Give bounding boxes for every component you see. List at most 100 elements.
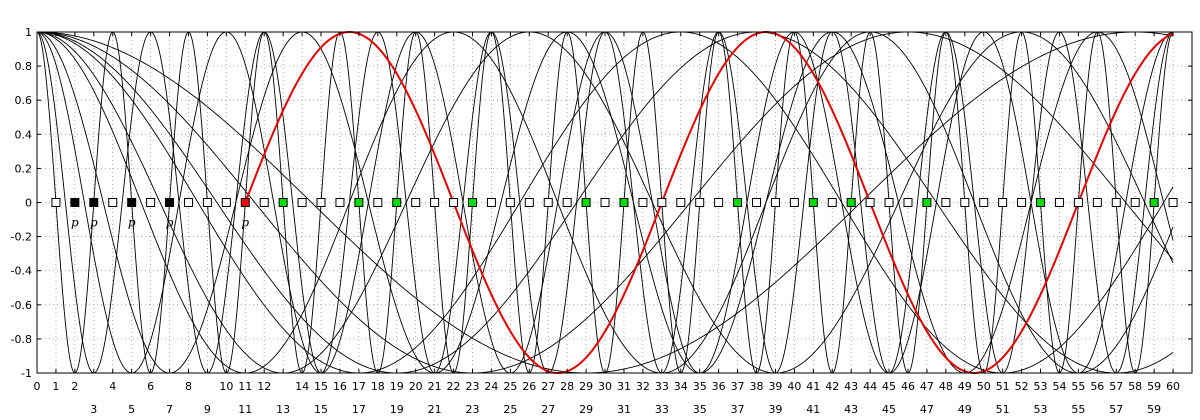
marker-44: [865, 198, 875, 207]
x-tick-label: 11: [238, 380, 252, 393]
x-tick-label-lower: 9: [204, 403, 211, 416]
x-tick-label: 55: [1071, 380, 1085, 393]
marker-42: [827, 198, 837, 207]
series-line-4: [36, 31, 1174, 374]
x-tick-label: 12: [257, 380, 271, 393]
x-tick-label-lower: 5: [128, 403, 135, 416]
x-tick-label: 27: [541, 380, 555, 393]
marker-annotation: p: [90, 216, 98, 230]
x-tick-label: 42: [825, 380, 839, 393]
x-tick-label-lower: 59: [1147, 403, 1161, 416]
x-tick-label-lower: 49: [958, 403, 972, 416]
x-tick-label-lower: 31: [617, 403, 631, 416]
x-tick-label: 57: [1109, 380, 1123, 393]
marker-25: [505, 198, 515, 207]
x-tick-label: 36: [712, 380, 726, 393]
marker-59: [1149, 198, 1159, 207]
y-tick-label: -0.6: [11, 299, 32, 312]
marker-21: [430, 198, 440, 207]
marker-28: [562, 198, 572, 207]
marker-32: [638, 198, 648, 207]
marker-43: [846, 198, 856, 207]
x-tick-label: 31: [617, 380, 631, 393]
series-line-3: [36, 31, 1174, 374]
marker-10: [221, 198, 231, 207]
marker-annotation: p: [241, 216, 249, 230]
marker-3: [89, 198, 99, 207]
marker-8: [183, 198, 193, 207]
marker-33: [657, 198, 667, 207]
x-tick-label: 37: [731, 380, 745, 393]
x-tick-label: 18: [371, 380, 385, 393]
marker-19: [392, 198, 402, 207]
x-tick-label: 50: [977, 380, 991, 393]
x-tick-label: 26: [522, 380, 536, 393]
x-tick-label-lower: 33: [655, 403, 669, 416]
y-tick-label: 0.4: [15, 128, 33, 141]
marker-38: [752, 198, 762, 207]
x-tick-label: 47: [920, 380, 934, 393]
x-tick-label: 58: [1128, 380, 1142, 393]
x-tick-label: 28: [560, 380, 574, 393]
marker-60: [1168, 198, 1178, 207]
axes: 0 1 2 4 6 8 10 11 12 14 15 16 17 18 19 20 21 22 23 24 25 26 27…: [11, 26, 1192, 416]
y-tick-label: 1: [25, 26, 32, 39]
marker-23: [467, 198, 477, 207]
marker-49: [960, 198, 970, 207]
marker-5: [127, 198, 137, 207]
x-tick-label-lower: 27: [541, 403, 555, 416]
x-tick-label: 25: [503, 380, 517, 393]
series-line-7: [36, 31, 1174, 374]
x-tick-label: 10: [219, 380, 233, 393]
x-tick-label: 23: [465, 380, 479, 393]
series-line-5: [36, 31, 1174, 374]
marker-4: [108, 198, 118, 207]
x-tick-label: 16: [333, 380, 347, 393]
y-tick-label: -1: [21, 367, 32, 380]
x-tick-label: 22: [447, 380, 461, 393]
x-tick-label-lower: 3: [90, 403, 97, 416]
marker-1: [51, 198, 61, 207]
x-tick-label-lower: 45: [882, 403, 896, 416]
marker-58: [1130, 198, 1140, 207]
marker-2: [70, 198, 80, 207]
marker-39: [770, 198, 780, 207]
marker-35: [695, 198, 705, 207]
marker-24: [486, 198, 496, 207]
x-tick-label-lower: 47: [920, 403, 934, 416]
x-tick-label: 51: [996, 380, 1010, 393]
marker-36: [714, 198, 724, 207]
marker-48: [941, 198, 951, 207]
marker-11: [240, 198, 250, 207]
x-tick-label: 19: [390, 380, 404, 393]
x-tick-label: 30: [598, 380, 612, 393]
x-tick-label: 52: [1015, 380, 1029, 393]
x-tick-label: 53: [1034, 380, 1048, 393]
marker-annotation: p: [166, 216, 174, 230]
grid: [36, 31, 1192, 374]
marker-15: [316, 198, 326, 207]
y-tick-label: -0.4: [11, 265, 32, 278]
marker-6: [146, 198, 156, 207]
y-tick-label: 0.2: [15, 162, 33, 175]
x-tick-label: 44: [863, 380, 877, 393]
x-tick-label: 8: [185, 380, 192, 393]
marker-7: [165, 198, 175, 207]
marker-18: [373, 198, 383, 207]
series-line-8: [37, 31, 1174, 374]
marker-12: [259, 198, 269, 207]
marker-16: [335, 198, 345, 207]
x-tick-label: 46: [901, 380, 915, 393]
x-tick-label: 41: [806, 380, 820, 393]
marker-57: [1111, 198, 1121, 207]
x-tick-label: 21: [428, 380, 442, 393]
x-tick-label-lower: 25: [503, 403, 517, 416]
x-tick-label: 32: [636, 380, 650, 393]
x-tick-label: 4: [109, 380, 116, 393]
x-tick-label-lower: 39: [768, 403, 782, 416]
x-tick-label: 33: [655, 380, 669, 393]
marker-20: [411, 198, 421, 207]
